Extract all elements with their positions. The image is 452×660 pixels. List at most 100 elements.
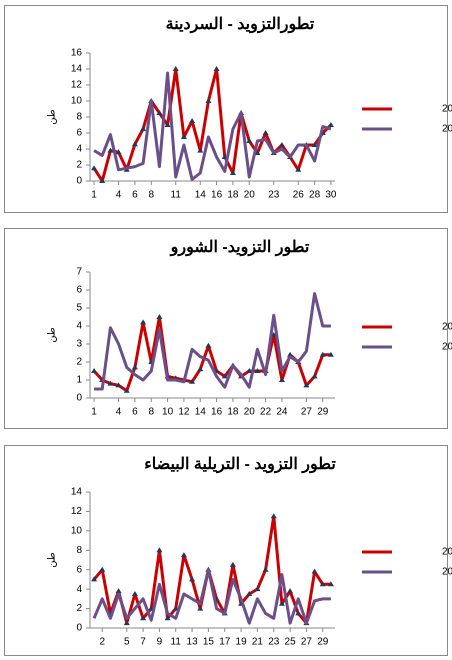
point-marker <box>115 382 122 388</box>
x-tick-label: 20 <box>244 190 256 201</box>
legend-label: الكمية 2014 <box>442 124 452 135</box>
series-line <box>94 292 331 391</box>
point-marker <box>246 591 253 596</box>
point-marker <box>140 615 147 621</box>
point-marker <box>311 373 318 379</box>
y-tick-label: 1 <box>76 375 82 386</box>
point-marker <box>91 576 98 582</box>
x-tick-label: 10 <box>162 407 174 418</box>
point-marker <box>295 166 302 172</box>
y-tick-label: 6 <box>76 285 82 296</box>
x-tick-label: 5 <box>124 637 130 648</box>
point-marker <box>189 576 196 582</box>
point-marker <box>140 319 147 325</box>
y-tick-label: 5 <box>76 303 82 314</box>
x-tick-label: 30 <box>325 190 337 201</box>
point-marker <box>164 122 171 127</box>
point-marker <box>319 351 326 357</box>
chart-title: تطورالتزويد - السردينة <box>166 16 315 34</box>
legend-label: الكمية 2014 <box>442 567 452 578</box>
point-marker <box>270 513 277 519</box>
y-tick-label: 12 <box>71 80 83 91</box>
point-marker <box>99 566 106 572</box>
point-marker <box>115 588 122 594</box>
panel <box>4 445 448 656</box>
point-marker <box>327 122 334 127</box>
x-tick-label: 16 <box>211 407 223 418</box>
point-marker <box>246 368 253 373</box>
x-tick-label: 25 <box>285 637 297 648</box>
x-tick-label: 8 <box>148 407 154 418</box>
point-marker <box>115 149 122 155</box>
x-tick-label: 11 <box>171 190 182 201</box>
series-line <box>93 71 332 181</box>
x-tick-label: 7 <box>140 637 146 648</box>
point-marker <box>172 66 179 71</box>
x-tick-label: 29 <box>317 637 329 648</box>
x-tick-label: 1 <box>91 407 97 418</box>
point-marker <box>262 566 269 572</box>
y-tick-label: 14 <box>71 64 83 75</box>
x-tick-label: 23 <box>268 190 280 201</box>
point-marker <box>246 138 253 143</box>
x-tick-label: 4 <box>116 190 122 201</box>
x-tick-label: 12 <box>178 407 190 418</box>
point-marker <box>278 377 285 382</box>
y-tick-label: 4 <box>76 584 82 595</box>
y-tick-label: 0 <box>76 623 82 634</box>
point-marker <box>319 581 326 587</box>
x-tick-label: 9 <box>157 637 163 648</box>
y-tick-label: 8 <box>76 545 82 556</box>
point-marker <box>164 615 171 621</box>
point-marker <box>180 552 187 558</box>
legend-label: الكمية 2015 <box>442 104 452 115</box>
panel <box>4 5 448 213</box>
y-tick-label: 7 <box>76 267 82 278</box>
x-tick-label: 16 <box>211 190 223 201</box>
point-marker <box>140 126 147 131</box>
x-tick-label: 26 <box>293 190 305 201</box>
point-marker <box>197 366 204 372</box>
panel <box>4 228 448 429</box>
point-marker <box>287 351 294 357</box>
point-marker <box>327 351 334 357</box>
point-marker <box>107 380 114 386</box>
point-marker <box>262 130 269 135</box>
point-marker <box>221 373 228 379</box>
point-marker <box>91 368 98 373</box>
x-tick-label: 29 <box>317 407 329 418</box>
y-tick-label: 12 <box>71 506 83 517</box>
point-marker <box>123 387 130 393</box>
point-marker <box>295 610 302 616</box>
x-tick-label: 6 <box>132 190 138 201</box>
point-marker <box>303 382 310 388</box>
chart-title: تطور التزويد - التريلية البيضاء <box>144 456 336 474</box>
point-marker <box>254 586 261 592</box>
x-tick-label: 28 <box>309 190 321 201</box>
series-line <box>92 67 332 183</box>
point-marker <box>156 110 163 115</box>
point-marker <box>99 178 106 183</box>
y-tick-label: 8 <box>76 112 82 123</box>
x-tick-label: 22 <box>260 407 272 418</box>
y-tick-label: 2 <box>76 357 82 368</box>
point-marker <box>311 568 318 574</box>
x-tick-label: 18 <box>227 190 239 201</box>
point-marker <box>278 600 285 606</box>
point-marker <box>229 170 236 175</box>
x-tick-label: 8 <box>148 190 154 201</box>
legend-label: الكمية 2015 <box>442 322 452 333</box>
y-tick-label: 2 <box>76 160 82 171</box>
point-marker <box>131 141 138 147</box>
point-marker <box>91 165 98 171</box>
y-axis-label: طن <box>47 327 58 343</box>
x-tick-label: 1 <box>91 190 97 201</box>
legend-label: الكمية 2014 <box>442 342 452 353</box>
point-marker <box>180 134 187 139</box>
point-marker <box>229 561 236 567</box>
y-tick-label: 6 <box>76 128 82 139</box>
x-tick-label: 13 <box>187 637 199 648</box>
y-axis-label: طن <box>47 552 58 568</box>
point-marker <box>189 118 196 123</box>
point-marker <box>205 98 212 103</box>
